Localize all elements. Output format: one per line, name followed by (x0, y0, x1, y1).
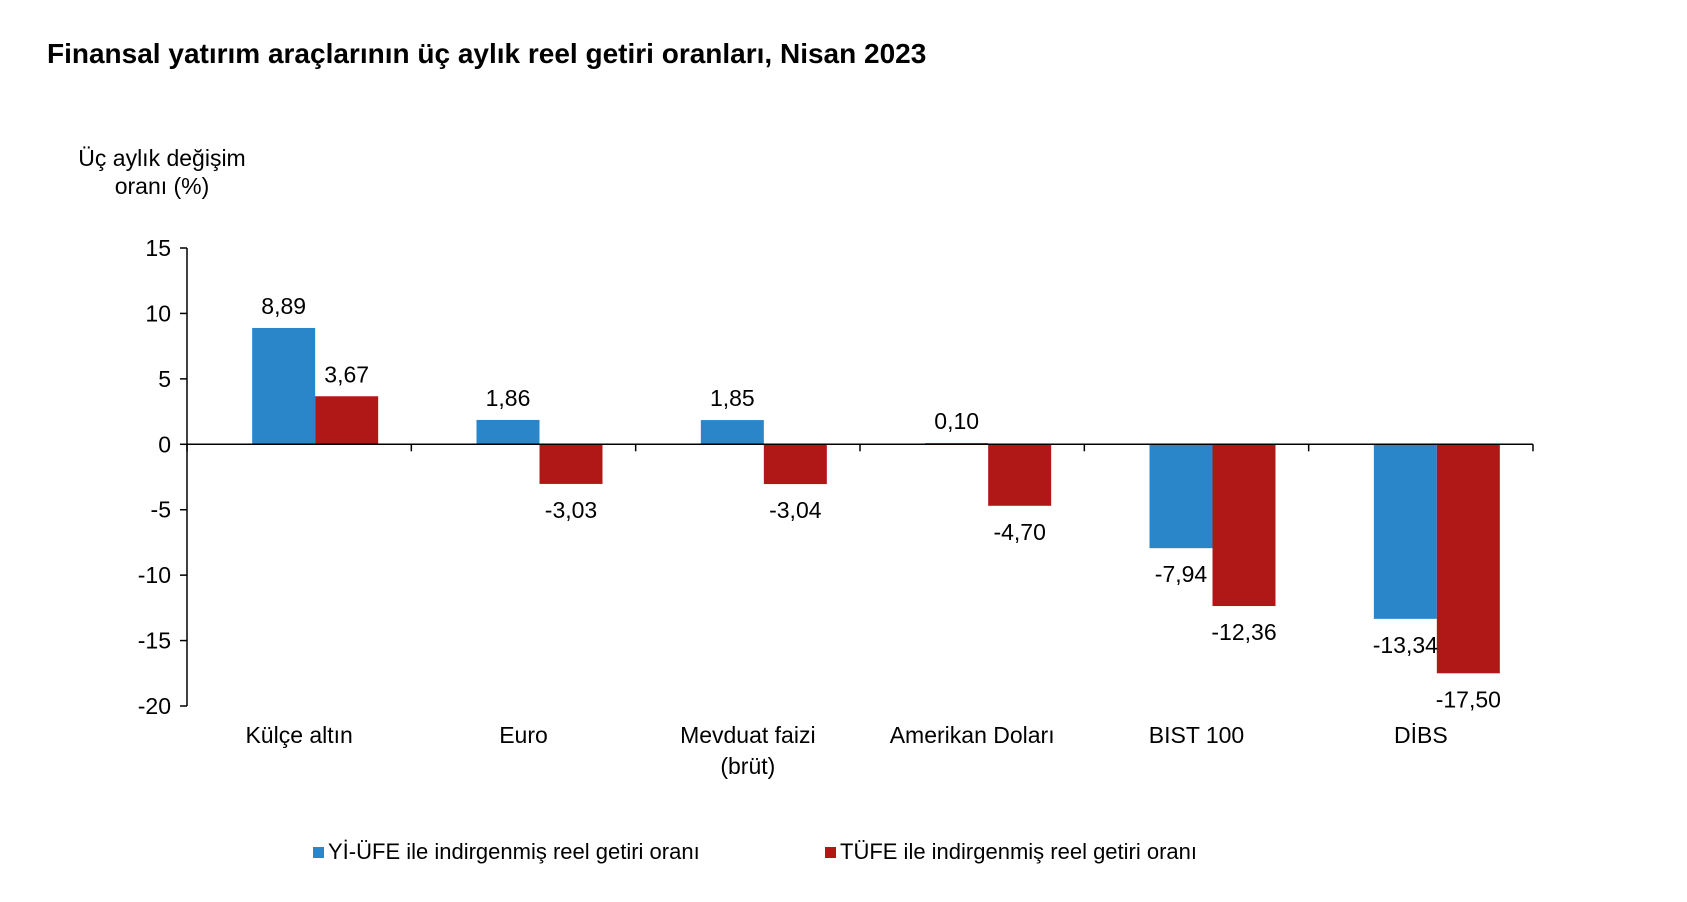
data-label: -7,94 (1155, 561, 1208, 587)
category-label: Euro (499, 722, 548, 748)
y-tick-label: -20 (138, 693, 171, 719)
category-label: Külçe altın (245, 722, 352, 748)
category-label: DİBS (1394, 722, 1448, 748)
y-tick-label: -15 (138, 628, 171, 654)
data-label: -3,03 (545, 497, 597, 523)
y-axis: 15 10 5 0 -5 -10 -15 -20 (138, 235, 188, 719)
y-tick-label: -5 (151, 497, 171, 523)
bar (700, 420, 764, 445)
category-label: BIST 100 (1149, 722, 1244, 748)
data-label: 1,86 (486, 385, 531, 411)
legend-swatch (313, 847, 324, 858)
bar (252, 327, 316, 445)
bar (1436, 444, 1500, 674)
y-tick-label: 15 (145, 235, 171, 261)
bar (539, 444, 603, 484)
y-tick-label: 10 (145, 300, 171, 326)
bar (315, 396, 379, 445)
data-label: -3,04 (769, 497, 822, 523)
data-label: -12,36 (1211, 619, 1276, 645)
y-tick-label: -10 (138, 562, 171, 588)
bar (1149, 444, 1213, 549)
data-label: 0,10 (934, 408, 979, 434)
data-label: 8,89 (261, 293, 306, 319)
category-label: (brüt) (720, 753, 775, 779)
x-axis (186, 443, 1534, 452)
bar (476, 419, 540, 445)
y-axis-title-line: oranı (%) (115, 173, 210, 199)
y-axis-title-line: Üç aylık değişim (78, 145, 245, 171)
data-label: -13,34 (1373, 632, 1438, 658)
chart-title: Finansal yatırım araçlarının üç aylık re… (47, 38, 927, 69)
bar (988, 444, 1052, 506)
y-tick-label: 0 (158, 431, 171, 457)
category-label: Amerikan Doları (890, 722, 1055, 748)
bar (763, 444, 827, 485)
legend-label: TÜFE ile indirgenmiş reel getiri oranı (840, 839, 1197, 864)
data-label: -4,70 (993, 519, 1045, 545)
data-label: -17,50 (1436, 686, 1501, 712)
bar (1373, 444, 1437, 619)
legend: Yİ-ÜFE ile indirgenmiş reel getiri oranı… (313, 839, 1197, 864)
bar (1212, 444, 1276, 607)
bars (252, 327, 1500, 674)
data-label: 1,85 (710, 385, 755, 411)
category-labels: Külçe altın Euro Mevduat faizi (brüt) Amerik… (245, 722, 1447, 779)
data-labels: 8,89 1,86 1,85 0,10 -7,94 -13,34 3,67 -3,03 -3,0… (261, 293, 1501, 712)
legend-swatch (825, 847, 836, 858)
category-label: Mevduat faizi (680, 722, 816, 748)
data-label: 3,67 (324, 361, 369, 387)
legend-label: Yİ-ÜFE ile indirgenmiş reel getiri oranı (328, 839, 700, 864)
y-tick-label: 5 (158, 366, 171, 392)
